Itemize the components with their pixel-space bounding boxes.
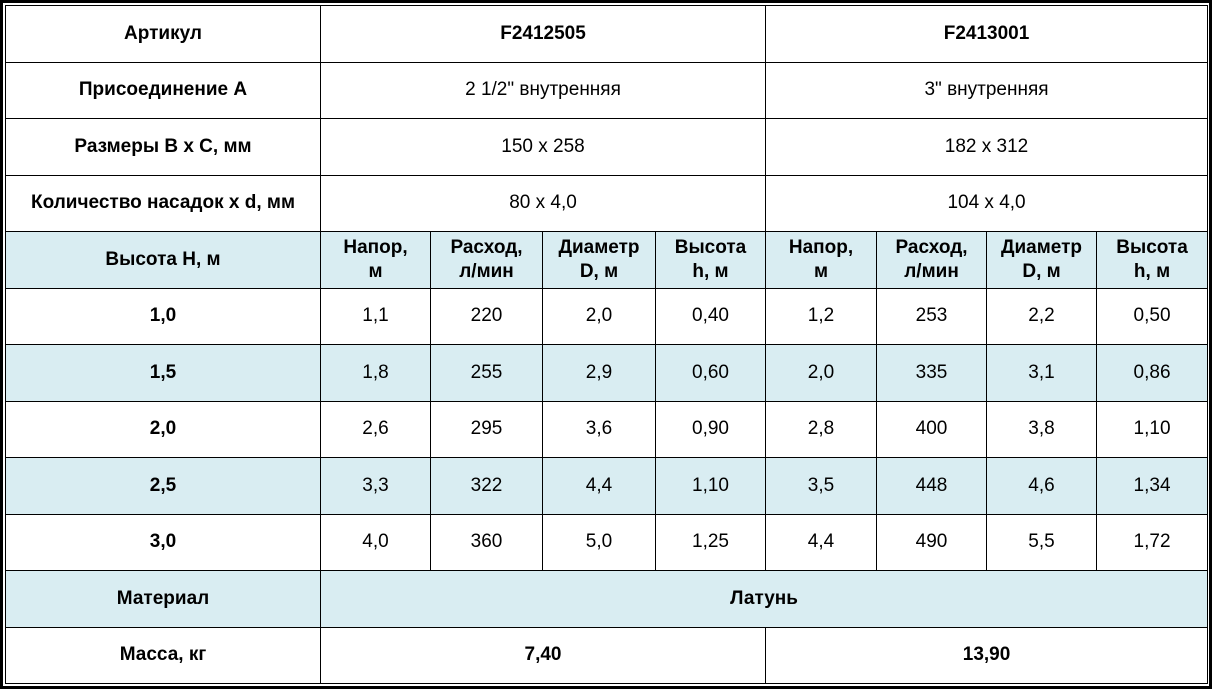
article-row-label: Артикул: [5, 5, 321, 63]
perf-cell: 3,3: [320, 457, 431, 515]
perf-row-height: 1,5: [5, 344, 321, 402]
perf-cell: 322: [430, 457, 543, 515]
perf-cell: 335: [876, 344, 988, 402]
perf-cell: 2,0: [765, 344, 878, 402]
perf-cell: 448: [876, 457, 988, 515]
article-link-2[interactable]: F2413001: [765, 5, 1209, 63]
perf-cell: 1,1: [320, 287, 431, 345]
perf-cell: 4,0: [320, 513, 431, 571]
performance-row-h25: 2,5 3,3 322 4,4 1,10 3,5 448 4,6 1,34: [5, 457, 1209, 515]
perf-col-header-rashod-1: Расход, л/мин: [430, 231, 543, 289]
performance-header-row: Высота H, м Напор, м Расход, л/мин Диаме…: [5, 231, 1209, 289]
perf-cell: 1,8: [320, 344, 431, 402]
perf-cell: 0,60: [654, 344, 767, 402]
perf-cell: 220: [430, 287, 543, 345]
material-value: Латунь: [319, 570, 1209, 628]
perf-cell: 295: [430, 400, 543, 458]
nozzle-count-row: Количество насадок x d, мм 80 x 4,0 104 …: [5, 174, 1209, 232]
material-row: Материал Латунь: [5, 570, 1209, 628]
nozzle-count-value-2: 104 x 4,0: [765, 174, 1209, 232]
material-row-label: Материал: [5, 570, 321, 628]
connection-row-label: Присоединение A: [5, 61, 321, 119]
perf-cell: 4,6: [986, 457, 1098, 515]
perf-col-header-diametr-2: Диаметр D, м: [986, 231, 1098, 289]
perf-cell: 253: [876, 287, 988, 345]
mass-row-label: Масса, кг: [5, 626, 321, 684]
perf-cell: 1,10: [1096, 400, 1209, 458]
perf-cell: 3,8: [986, 400, 1098, 458]
perf-cell: 1,2: [765, 287, 878, 345]
perf-cell: 2,6: [320, 400, 431, 458]
dimensions-row-label: Размеры B x C, мм: [5, 118, 321, 176]
perf-cell: 1,34: [1096, 457, 1209, 515]
perf-col-header-vysota-2: Высота h, м: [1096, 231, 1209, 289]
perf-corner-label: Высота H, м: [5, 231, 321, 289]
perf-cell: 2,0: [542, 287, 656, 345]
article-link-1[interactable]: F2412505: [319, 5, 767, 63]
nozzle-count-value-1: 80 x 4,0: [319, 174, 767, 232]
dimensions-value-2: 182 x 312: [765, 118, 1209, 176]
perf-row-height: 2,0: [5, 400, 321, 458]
perf-cell: 490: [876, 513, 988, 571]
perf-cell: 5,0: [542, 513, 656, 571]
perf-col-header-napor-2: Напор, м: [765, 231, 878, 289]
mass-value-2: 13,90: [765, 626, 1209, 684]
performance-row-h30: 3,0 4,0 360 5,0 1,25 4,4 490 5,5 1,72: [5, 513, 1209, 571]
perf-cell: 1,72: [1096, 513, 1209, 571]
performance-row-h10: 1,0 1,1 220 2,0 0,40 1,2 253 2,2 0,50: [5, 287, 1209, 345]
mass-value-1: 7,40: [319, 626, 767, 684]
perf-cell: 2,2: [986, 287, 1098, 345]
perf-cell: 2,8: [765, 400, 878, 458]
article-row: Артикул F2412505 F2413001: [5, 5, 1209, 63]
perf-cell: 3,5: [765, 457, 878, 515]
performance-row-h15: 1,5 1,8 255 2,9 0,60 2,0 335 3,1 0,86: [5, 344, 1209, 402]
dimensions-value-1: 150 x 258: [319, 118, 767, 176]
perf-cell: 0,40: [654, 287, 767, 345]
perf-cell: 2,9: [542, 344, 656, 402]
mass-row: Масса, кг 7,40 13,90: [5, 626, 1209, 684]
nozzle-count-row-label: Количество насадок x d, мм: [5, 174, 321, 232]
perf-cell: 255: [430, 344, 543, 402]
connection-value-1: 2 1/2" внутренняя: [319, 61, 767, 119]
dimensions-row: Размеры B x C, мм 150 x 258 182 x 312: [5, 118, 1209, 176]
perf-col-header-rashod-2: Расход, л/мин: [876, 231, 988, 289]
perf-row-height: 2,5: [5, 457, 321, 515]
perf-cell: 3,1: [986, 344, 1098, 402]
perf-cell: 360: [430, 513, 543, 571]
perf-cell: 4,4: [542, 457, 656, 515]
perf-cell: 400: [876, 400, 988, 458]
perf-col-header-napor-1: Напор, м: [320, 231, 431, 289]
perf-row-height: 3,0: [5, 513, 321, 571]
perf-cell: 0,86: [1096, 344, 1209, 402]
connection-row: Присоединение A 2 1/2" внутренняя 3" вну…: [5, 61, 1209, 119]
perf-cell: 3,6: [542, 400, 656, 458]
performance-row-h20: 2,0 2,6 295 3,6 0,90 2,8 400 3,8 1,10: [5, 400, 1209, 458]
perf-cell: 5,5: [986, 513, 1098, 571]
perf-cell: 0,90: [654, 400, 767, 458]
connection-value-2: 3" внутренняя: [765, 61, 1209, 119]
product-spec-table: Артикул F2412505 F2413001 Присоединение …: [5, 5, 1209, 684]
perf-row-height: 1,0: [5, 287, 321, 345]
perf-col-header-vysota-1: Высота h, м: [654, 231, 767, 289]
perf-cell: 0,50: [1096, 287, 1209, 345]
perf-cell: 4,4: [765, 513, 878, 571]
perf-cell: 1,25: [654, 513, 767, 571]
perf-col-header-diametr-1: Диаметр D, м: [542, 231, 656, 289]
perf-cell: 1,10: [654, 457, 767, 515]
